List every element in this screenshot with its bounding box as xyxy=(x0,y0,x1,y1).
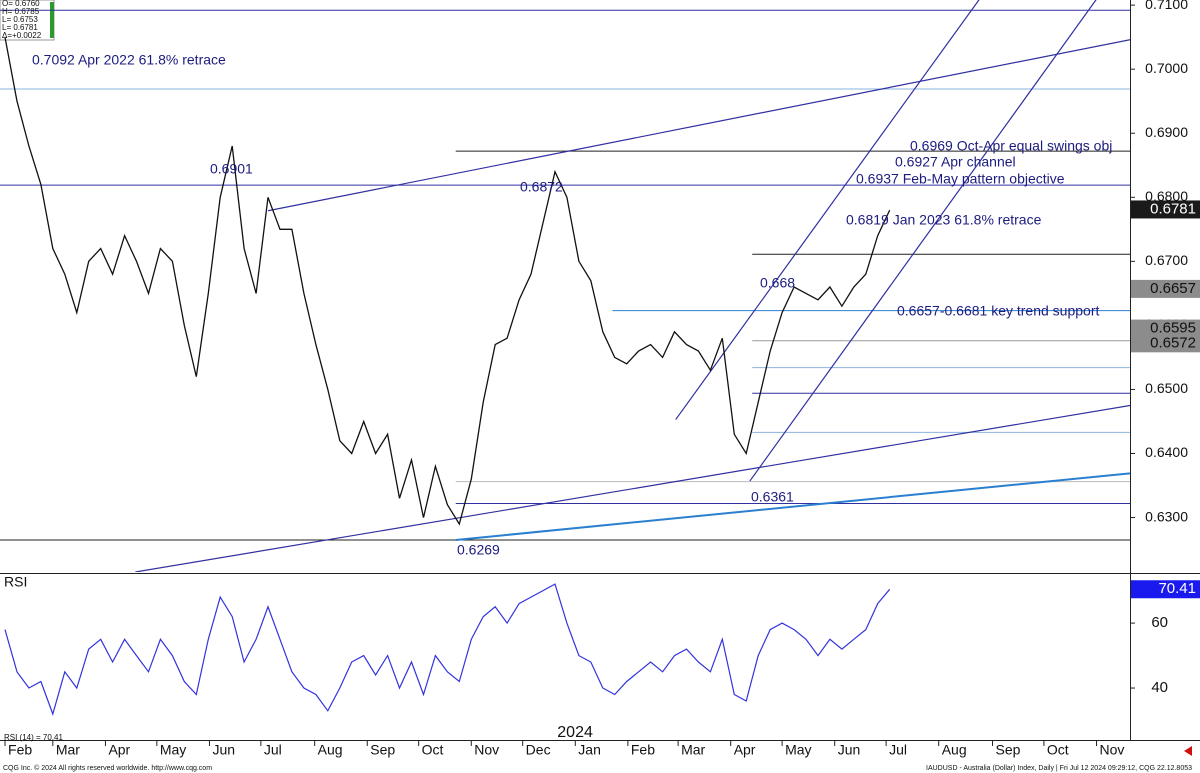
annotation: 0.6819 Jan 2023 61.8% retrace xyxy=(846,212,1042,228)
rsi-marker-label: 70.41 xyxy=(1158,580,1196,597)
info-line: L= 0.6753 xyxy=(2,15,38,24)
x-tick-label: May xyxy=(160,742,186,758)
x-tick-label: Oct xyxy=(1047,742,1069,758)
x-tick-label: Mar xyxy=(681,742,705,758)
x-tick-label: Jun xyxy=(212,742,235,758)
info-line: H= 0.6785 xyxy=(2,7,40,16)
info-line: L= 0.6781 xyxy=(2,23,38,32)
price-panel xyxy=(0,0,1130,572)
price-marker xyxy=(1131,334,1200,353)
x-tick-label: Mar xyxy=(56,742,80,758)
x-tick-label: Sep xyxy=(370,742,395,758)
y-tick-label: 0.6800 xyxy=(1145,188,1188,204)
trend-line xyxy=(267,39,1130,212)
y-tick-label: 60 xyxy=(1151,614,1168,631)
x-tick-label: Jan xyxy=(578,742,601,758)
annotation: 0.6361 xyxy=(751,489,794,505)
x-tick-label: Nov xyxy=(1100,742,1125,758)
price-marker-label: 0.6657 xyxy=(1150,280,1196,297)
trend-line xyxy=(455,472,1130,541)
y-tick-label: 0.6300 xyxy=(1145,508,1188,524)
y-tick-label: 40 xyxy=(1151,679,1168,696)
x-tick-label: Jul xyxy=(889,742,907,758)
x-tick-label: Aug xyxy=(318,742,343,758)
annotation: 0.668 xyxy=(760,275,795,291)
annotation: 0.6657-0.6681 key trend support xyxy=(897,303,1099,319)
footer-text: CQG Inc. © 2024 All rights reserved worl… xyxy=(3,764,212,772)
y-tick-label: 0.6500 xyxy=(1145,380,1188,396)
x-tick-label: Feb xyxy=(8,742,32,758)
annotation: 0.6901 xyxy=(210,161,253,177)
info-line: O= 0.6760 xyxy=(2,0,40,8)
price-marker-label: 0.6595 xyxy=(1150,320,1196,337)
price-marker xyxy=(1131,200,1200,219)
x-tick-label: Feb xyxy=(631,742,655,758)
info-box xyxy=(0,0,55,41)
x-tick-label: Aug xyxy=(942,742,967,758)
y-tick-label: 0.6400 xyxy=(1145,444,1188,460)
annotation: 0.6969 Oct-Apr equal swings obj xyxy=(910,138,1112,154)
year-label: 2024 xyxy=(557,724,593,741)
annotation: 0.6269 xyxy=(457,542,500,558)
y-tick-label: 0.7100 xyxy=(1145,0,1188,12)
rsi-marker xyxy=(1131,580,1200,599)
annotation: 0.6937 Feb-May pattern objective xyxy=(856,171,1065,187)
x-tick-label: Oct xyxy=(422,742,444,758)
annotation: 0.6927 Apr channel xyxy=(895,154,1016,170)
price-marker-label: 0.6781 xyxy=(1150,200,1196,217)
footer-text: IAUDUSD - Australia (Dollar) Index, Dail… xyxy=(926,765,1192,772)
y-tick-label: 0.6900 xyxy=(1145,124,1188,140)
x-tick-label: Jun xyxy=(838,742,861,758)
annotation: 0.7092 Apr 2022 61.8% retrace xyxy=(32,52,226,68)
x-tick-label: Nov xyxy=(474,742,499,758)
trend-line xyxy=(749,0,1097,482)
x-tick-label: Apr xyxy=(108,742,130,758)
rsi-panel xyxy=(4,583,891,716)
y-tick-label: 0.7000 xyxy=(1145,60,1188,76)
rsi-title: RSI xyxy=(4,574,27,590)
x-tick-label: Dec xyxy=(526,742,551,758)
annotation: 0.6872 xyxy=(520,179,563,195)
scroll-arrow[interactable] xyxy=(1184,746,1192,756)
x-tick-label: Jul xyxy=(264,742,282,758)
x-tick-label: Sep xyxy=(996,742,1021,758)
y-tick-label: 0.6700 xyxy=(1145,252,1188,268)
rsi-line xyxy=(4,583,891,716)
x-tick-label: May xyxy=(785,742,811,758)
price-line xyxy=(4,37,891,526)
rsi-legend: RSI (14) = 70.41 xyxy=(4,733,63,742)
info-bar xyxy=(50,2,54,38)
info-line: Δ=+0.0022 xyxy=(2,31,42,40)
price-marker xyxy=(1131,279,1200,298)
price-marker-label: 0.6572 xyxy=(1150,334,1196,351)
trend-line xyxy=(135,404,1130,572)
trend-line xyxy=(675,0,980,420)
x-tick-label: Apr xyxy=(734,742,756,758)
price-marker xyxy=(1131,319,1200,338)
